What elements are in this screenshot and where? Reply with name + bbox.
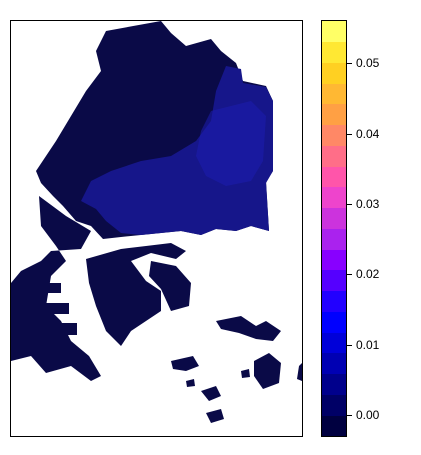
landmass-central — [86, 243, 186, 346]
legend-tick-label: 0.02 — [356, 267, 380, 281]
map-plot-area — [10, 20, 303, 437]
legend-swatch — [322, 21, 346, 42]
legend-tick-label: 0.01 — [356, 338, 380, 352]
legend-swatch — [322, 270, 346, 291]
island-east-1 — [216, 316, 281, 341]
legend-swatch — [322, 41, 346, 63]
legend-swatch — [322, 394, 346, 416]
raster-map — [11, 21, 302, 423]
legend-swatch — [322, 124, 346, 146]
legend-swatch — [322, 145, 346, 167]
legend-tick — [346, 345, 352, 346]
legend-tick — [346, 63, 352, 64]
legend-swatch — [322, 290, 346, 312]
legend-swatch — [322, 62, 346, 84]
legend-swatch — [322, 415, 346, 436]
legend-swatch — [322, 187, 346, 208]
legend-tick-label: 0.03 — [356, 197, 380, 211]
legend-swatch — [322, 353, 346, 374]
legend-tick — [346, 274, 352, 275]
legend-tick-label: 0.05 — [356, 56, 380, 70]
legend-tick — [346, 134, 352, 135]
legend-swatch — [322, 83, 346, 105]
pier-2 — [11, 303, 69, 314]
island-south-3 — [206, 409, 224, 423]
island-east-2 — [254, 353, 281, 389]
legend-swatch — [322, 166, 346, 188]
color-legend-bar — [321, 20, 347, 437]
legend-tick — [346, 204, 352, 205]
legend-swatch — [322, 373, 346, 395]
legend-tick-label: 0.00 — [356, 408, 380, 422]
legend-swatch — [322, 311, 346, 333]
island-small-1 — [241, 369, 250, 378]
pier-3 — [11, 323, 77, 335]
landmass-south-central — [149, 261, 191, 311]
island-small-2 — [186, 379, 195, 387]
legend-swatch — [322, 207, 346, 229]
legend-swatch — [322, 332, 346, 354]
island-south-2 — [201, 386, 221, 401]
land-raster — [11, 21, 302, 423]
island-east-3 — [297, 363, 302, 381]
island-south-1 — [171, 356, 199, 371]
region-east-bright — [196, 101, 266, 186]
legend-swatch — [322, 228, 346, 250]
legend-tick — [346, 415, 352, 416]
legend-swatch — [322, 249, 346, 271]
pier-1 — [11, 283, 61, 293]
legend-tick-label: 0.04 — [356, 127, 380, 141]
legend-swatch — [322, 104, 346, 125]
